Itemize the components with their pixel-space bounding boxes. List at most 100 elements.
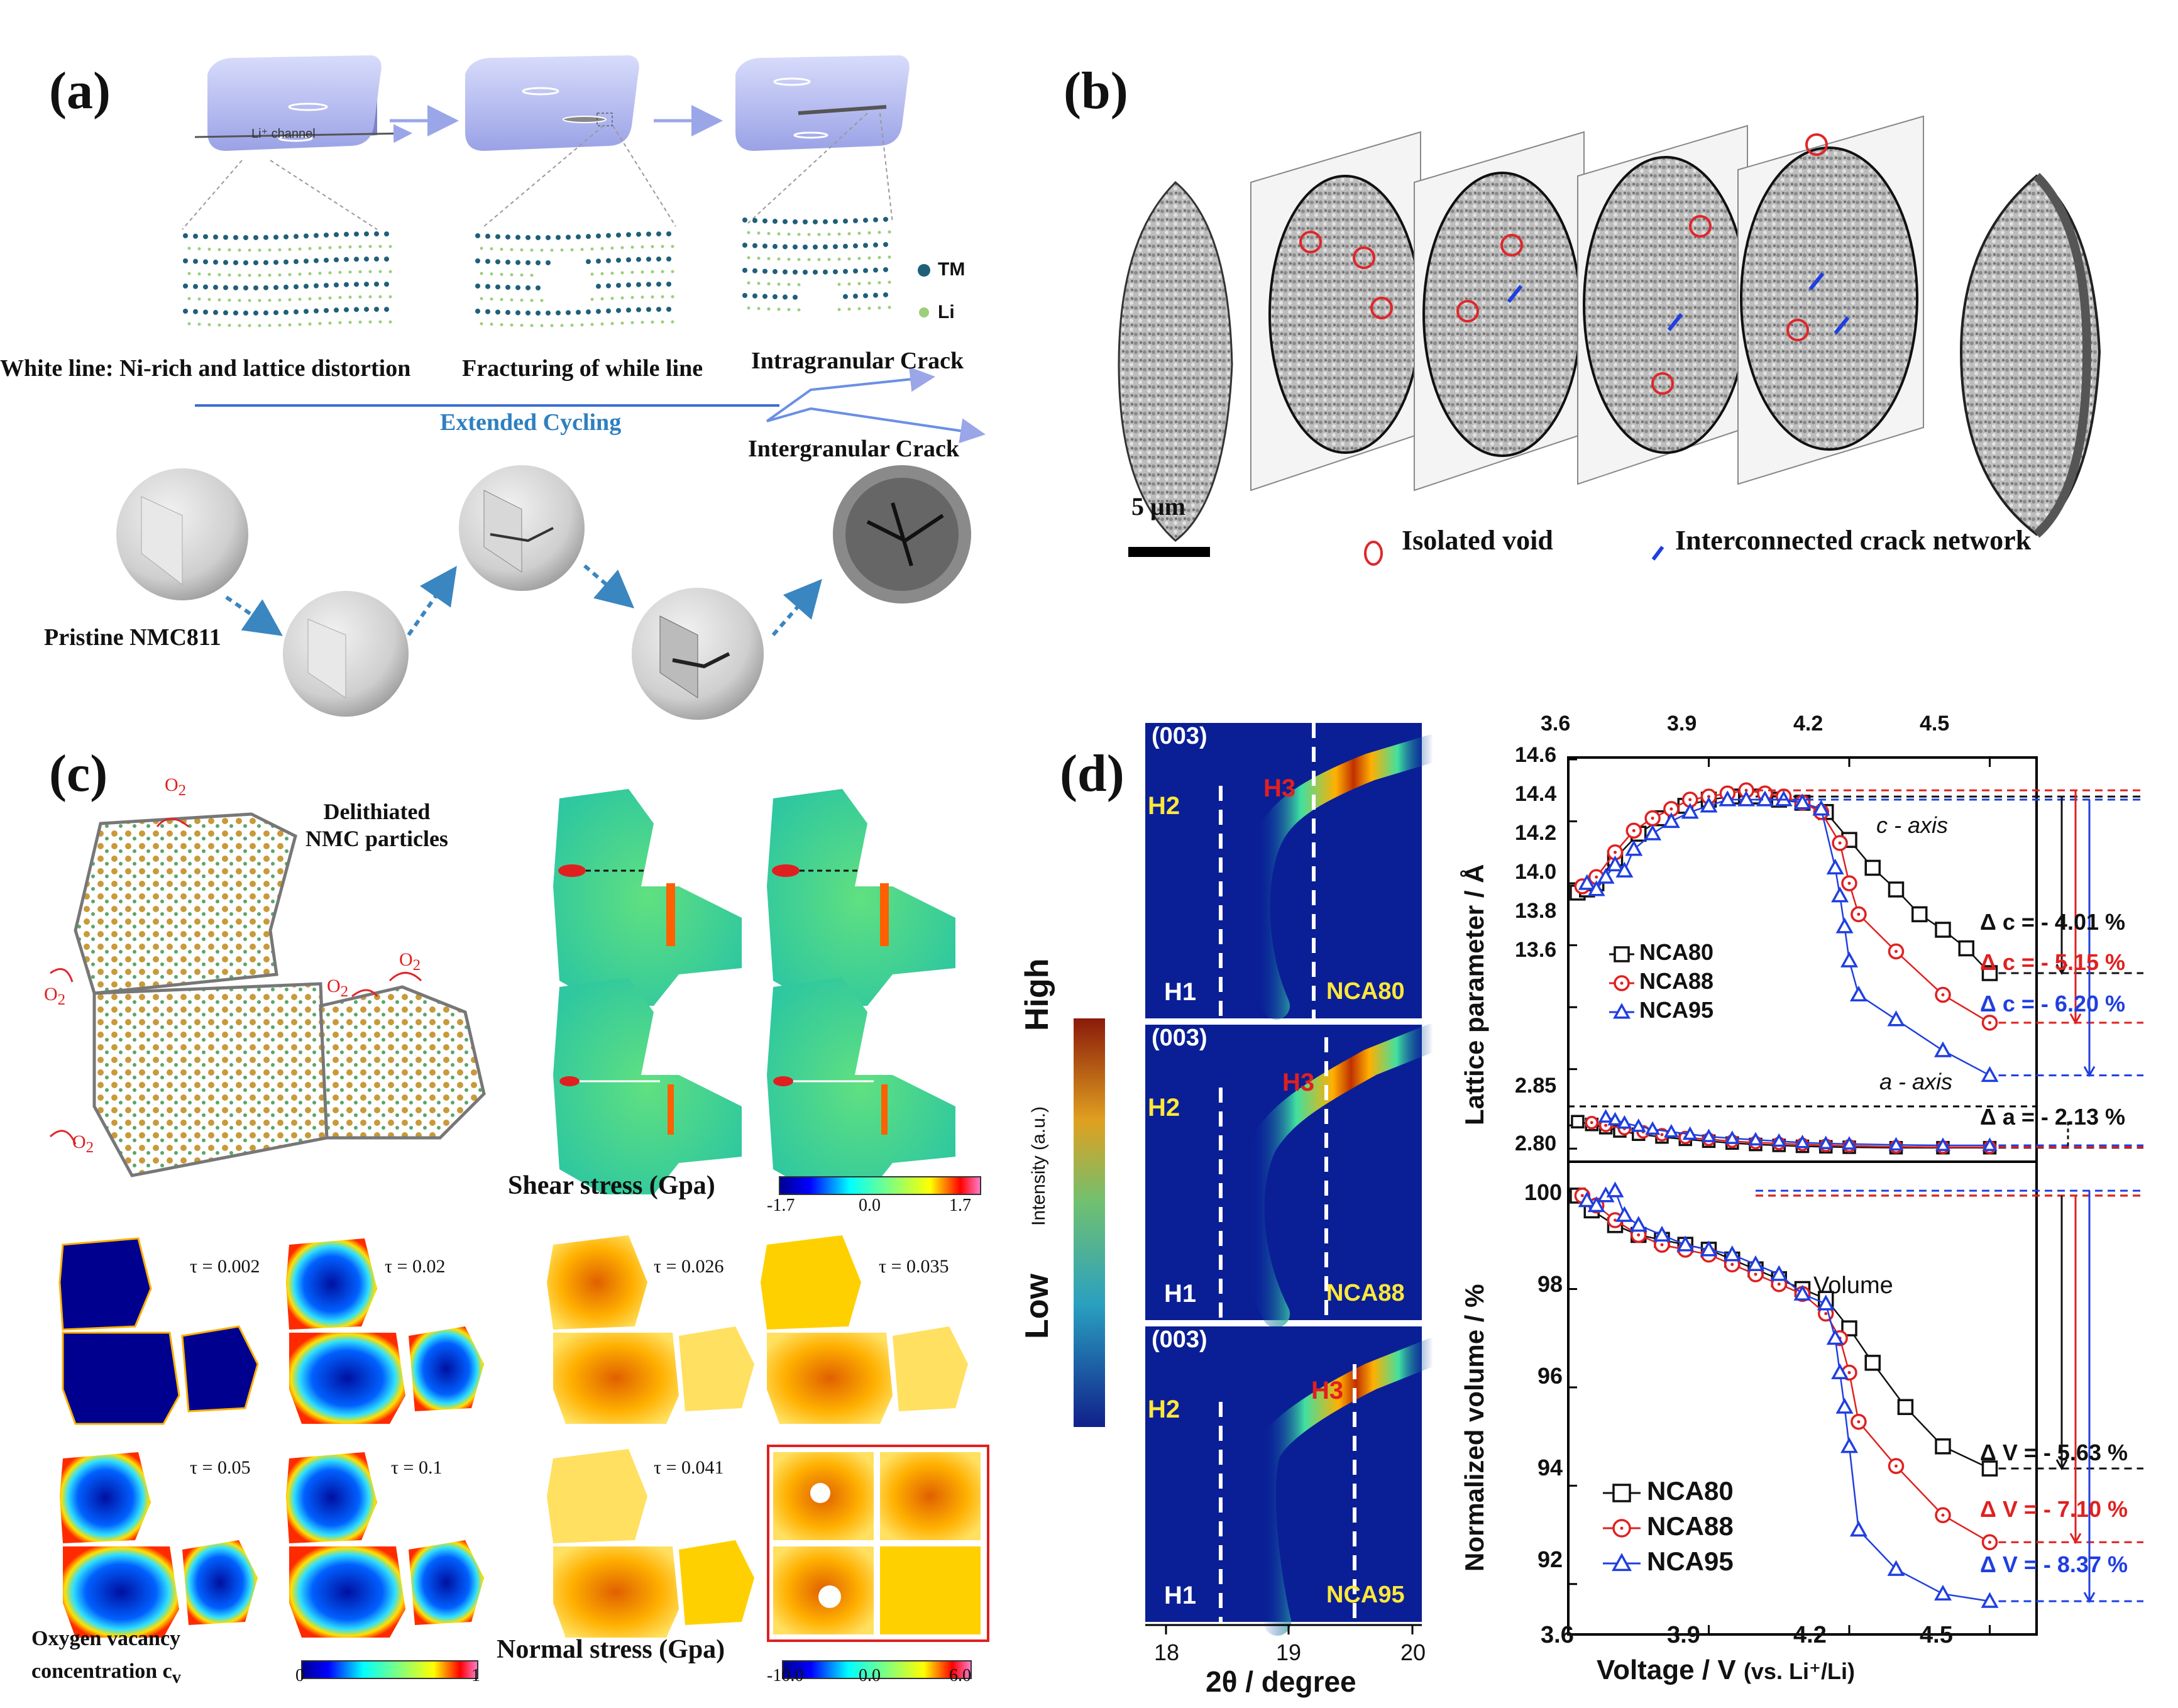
legend-c-nca95: NCA95 [1639,997,1714,1023]
lattice-atom [490,247,493,251]
heatmap-nca80 [1145,723,1433,1020]
lattice-atom [228,273,231,277]
lattice-atom [298,297,302,301]
data-point [1849,1521,1867,1537]
lattice-atom [888,255,891,259]
lattice-atom [344,231,349,237]
lattice-atom [258,273,261,277]
lattice-atom [857,307,861,311]
lattice-atom [867,281,871,285]
shear-tick-min: -1.7 [767,1196,795,1215]
slab-3 [735,55,910,151]
lattice-atom [338,270,342,274]
data-point-dot [1777,1282,1781,1286]
lattice-atom [318,272,322,275]
peak-label-2: (003) [1152,1025,1207,1051]
h1-label-1: H1 [1164,978,1197,1006]
lattice-atom [616,282,621,288]
data-point [1587,1196,1605,1213]
fork-down [766,407,986,444]
lattice-atom [193,233,198,239]
legend-c-nca88: NCA88 [1639,968,1714,994]
lattice-atom [193,258,198,264]
lattice-atom [294,259,299,265]
lattice-atom [203,259,208,265]
h3-label-2: H3 [1282,1069,1315,1096]
lattice-atom [368,320,372,324]
data-point-dot [1838,841,1842,845]
lattice-atom [742,268,747,273]
lattice-atom [217,248,221,251]
slice-2 [1414,131,1585,492]
panel-b-graphics [1118,115,2101,566]
lattice-atom [661,270,664,273]
lattice-atom [495,284,500,290]
data-point [1842,1136,1857,1150]
lattice-atom [525,260,531,265]
lattice-atom [304,309,309,314]
lattice-atom [238,273,241,277]
lattice-atom [857,256,861,260]
lattice-atom [207,297,211,301]
lattice-atom [268,273,272,277]
slice-4 [1737,115,1924,485]
lattice-atom [600,297,604,300]
lattice-atom [328,246,332,250]
normal-stress-label: Normal stress (Gpa) [497,1635,725,1664]
lattice-atom [510,298,514,302]
tau-label-4: τ = 0.1 [391,1457,443,1478]
top-xtick-4: 4.5 [1920,712,1950,736]
lattice-atom [742,218,747,223]
data-point [1612,1484,1631,1502]
lattice-atom [590,297,594,301]
lattice-atom [867,256,871,260]
lattice-atom [641,245,644,249]
lattice-atom [823,219,828,224]
lattice-atom [243,234,248,240]
lattice-atom [217,298,221,302]
lattice-atom [515,234,520,240]
lattice-atom [847,232,851,236]
data-point-dot [1637,1233,1641,1237]
lattice-atom [752,243,757,248]
lattice-atom [536,234,541,240]
data-point [1981,1460,1998,1477]
lattice-atom [747,281,751,285]
data-point [1831,1363,1849,1380]
data-point [1981,1592,1999,1608]
lattice-atom [217,323,221,327]
lattice-atom [520,273,524,277]
lattice-atom [328,296,332,300]
lattice-atom [485,258,490,264]
data-point [1681,803,1699,819]
data-point-dot [1895,1464,1898,1468]
lattice-atom [217,273,221,277]
lattice-atom [570,248,574,251]
lattice-atom [294,309,299,315]
lattice-atom [298,247,302,251]
lattice-atom [762,218,767,224]
lattice-atom [344,307,349,312]
data-point [1700,796,1718,813]
data-point [1644,824,1662,840]
o2-label-5: O2 [72,1132,94,1156]
lattice-atom [576,234,581,240]
lattice-atom [606,233,611,238]
data-point [1934,1584,1952,1601]
lattice-atom [661,245,664,248]
data-point-dot [1857,1420,1861,1424]
lattice-atom [636,307,641,312]
lattice-atom [248,299,251,302]
half-particle-right [1959,174,2101,536]
caption-extended-cycling: Extended Cycling [440,409,622,436]
lattice-atom [586,234,591,240]
lattice-atom [576,309,581,315]
lattice-atom [475,309,480,314]
slice-3 [1577,124,1749,485]
lattice-atom [358,245,362,248]
normal-tick-mid: 0.0 [859,1666,881,1685]
caption-fracturing: Fracturing of while line [462,355,703,382]
lattice-atom [223,260,228,265]
lattice-atom [833,219,838,224]
ytick-c-146: 14.6 [1515,743,1557,767]
